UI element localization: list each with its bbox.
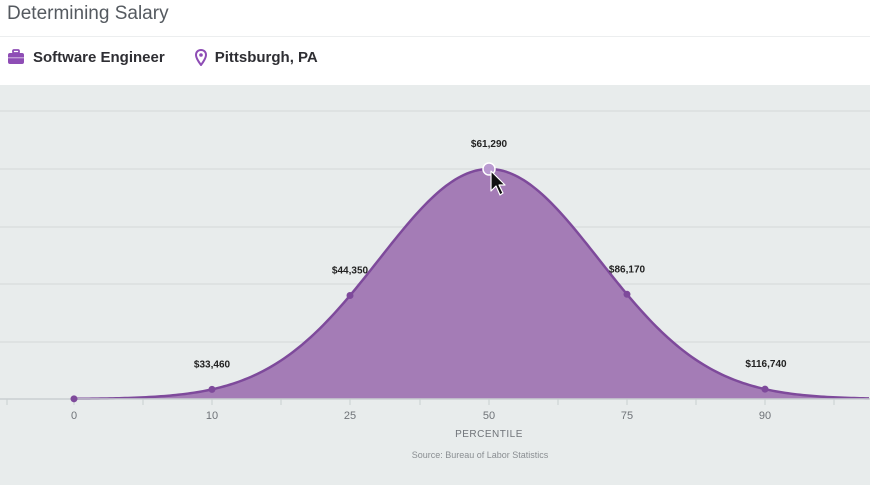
job-title-label: Software Engineer [33,48,165,66]
location-item: Pittsburgh, PA [194,48,318,66]
value-label: $33,460 [194,359,231,370]
tick-label: 75 [621,410,633,422]
x-axis-title: PERCENTILE [455,429,523,440]
tick-label: 25 [344,410,356,422]
value-labels: $33,460 $44,350 $61,290 $86,170 $116,740 [194,139,787,370]
location-label: Pittsburgh, PA [214,48,318,66]
x-axis-ticks [6,399,835,405]
salary-chart-svg: $33,460 $44,350 $61,290 $86,170 $116,740 0 10… [0,85,870,485]
distribution-curve [73,167,870,401]
percentile-point[interactable] [346,291,354,299]
tick-label: 0 [71,410,77,422]
tick-label: 50 [483,410,495,422]
percentile-point[interactable] [623,290,631,298]
value-label: $116,740 [745,359,787,370]
job-title-item: Software Engineer [7,49,165,66]
percentile-point[interactable] [208,385,216,393]
value-label: $44,350 [332,265,369,276]
salary-chart: $33,460 $44,350 $61,290 $86,170 $116,740 0 10… [0,85,870,485]
tick-labels: 0 10 25 50 75 90 [71,410,771,422]
percentile-point[interactable] [761,385,769,393]
source-note: Source: Bureau of Labor Statistics [412,450,549,460]
tick-label: 10 [206,410,218,422]
value-label: $86,170 [609,264,646,275]
cursor-arrow [490,170,506,196]
title-divider [0,36,870,37]
value-label: $61,290 [471,139,508,150]
page-title: Determining Salary [7,3,169,24]
job-meta: Software Engineer Pittsburgh, PA [7,44,318,70]
tick-label: 90 [759,410,771,422]
percentile-point[interactable] [70,395,78,403]
mouse-cursor-icon [490,170,506,196]
briefcase-icon [7,49,25,65]
map-pin-icon [194,48,207,66]
